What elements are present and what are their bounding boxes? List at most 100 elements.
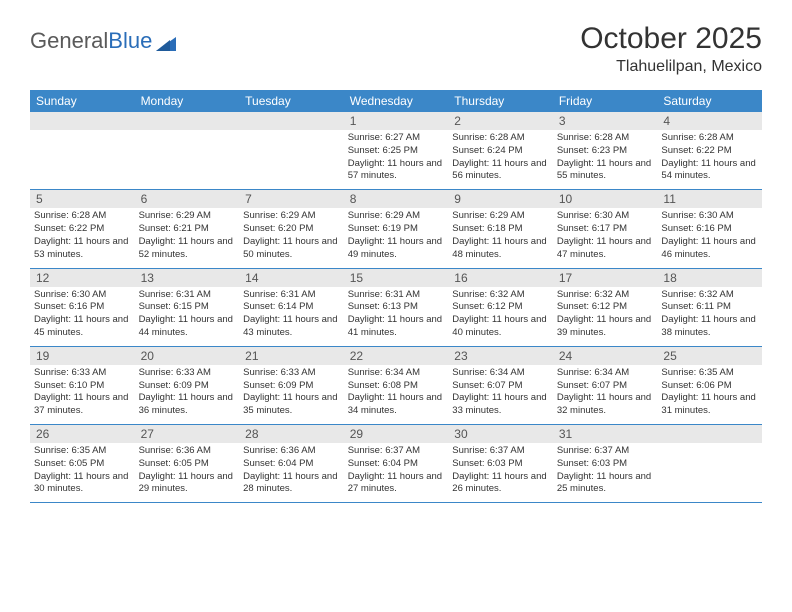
- day-cell: 8Sunrise: 6:29 AMSunset: 6:19 PMDaylight…: [344, 190, 449, 267]
- sunset: Sunset: 6:03 PM: [557, 458, 654, 471]
- sunset: Sunset: 6:15 PM: [139, 301, 236, 314]
- daylight: Daylight: 11 hours and 41 minutes.: [348, 314, 445, 340]
- sunset: Sunset: 6:10 PM: [34, 380, 131, 393]
- daylight: Daylight: 11 hours and 36 minutes.: [139, 392, 236, 418]
- day-info: Sunrise: 6:37 AMSunset: 6:03 PMDaylight:…: [553, 443, 658, 502]
- day-cell: 22Sunrise: 6:34 AMSunset: 6:08 PMDayligh…: [344, 347, 449, 424]
- day-cell: 19Sunrise: 6:33 AMSunset: 6:10 PMDayligh…: [30, 347, 135, 424]
- logo-text-blue: Blue: [108, 28, 152, 53]
- day-cell: 26Sunrise: 6:35 AMSunset: 6:05 PMDayligh…: [30, 425, 135, 502]
- week-row: 1Sunrise: 6:27 AMSunset: 6:25 PMDaylight…: [30, 112, 762, 190]
- day-info: [135, 130, 240, 188]
- daylight: Daylight: 11 hours and 49 minutes.: [348, 236, 445, 262]
- sunrise: Sunrise: 6:37 AM: [452, 445, 549, 458]
- day-cell: 29Sunrise: 6:37 AMSunset: 6:04 PMDayligh…: [344, 425, 449, 502]
- day-info: Sunrise: 6:36 AMSunset: 6:04 PMDaylight:…: [239, 443, 344, 502]
- sunrise: Sunrise: 6:30 AM: [34, 289, 131, 302]
- sunrise: Sunrise: 6:30 AM: [557, 210, 654, 223]
- daylight: Daylight: 11 hours and 47 minutes.: [557, 236, 654, 262]
- day-info: Sunrise: 6:37 AMSunset: 6:04 PMDaylight:…: [344, 443, 449, 502]
- day-info: Sunrise: 6:35 AMSunset: 6:05 PMDaylight:…: [30, 443, 135, 502]
- sunset: Sunset: 6:19 PM: [348, 223, 445, 236]
- day-info: [657, 443, 762, 501]
- day-number: 19: [30, 347, 135, 365]
- day-number: [30, 112, 135, 130]
- week-row: 12Sunrise: 6:30 AMSunset: 6:16 PMDayligh…: [30, 269, 762, 347]
- calendar: Sunday Monday Tuesday Wednesday Thursday…: [30, 90, 762, 503]
- sunset: Sunset: 6:16 PM: [661, 223, 758, 236]
- sunset: Sunset: 6:22 PM: [34, 223, 131, 236]
- day-number: 22: [344, 347, 449, 365]
- day-number: 30: [448, 425, 553, 443]
- calendar-page: GeneralBlue October 2025 Tlahuelilpan, M…: [0, 0, 792, 513]
- sunset: Sunset: 6:20 PM: [243, 223, 340, 236]
- day-cell: 27Sunrise: 6:36 AMSunset: 6:05 PMDayligh…: [135, 425, 240, 502]
- sunrise: Sunrise: 6:28 AM: [661, 132, 758, 145]
- day-info: Sunrise: 6:31 AMSunset: 6:15 PMDaylight:…: [135, 287, 240, 346]
- day-info: [30, 130, 135, 188]
- day-number: 6: [135, 190, 240, 208]
- daylight: Daylight: 11 hours and 27 minutes.: [348, 471, 445, 497]
- daylight: Daylight: 11 hours and 35 minutes.: [243, 392, 340, 418]
- day-number: 7: [239, 190, 344, 208]
- day-cell: 18Sunrise: 6:32 AMSunset: 6:11 PMDayligh…: [657, 269, 762, 346]
- daylight: Daylight: 11 hours and 37 minutes.: [34, 392, 131, 418]
- day-cell: 3Sunrise: 6:28 AMSunset: 6:23 PMDaylight…: [553, 112, 658, 189]
- daylight: Daylight: 11 hours and 48 minutes.: [452, 236, 549, 262]
- day-cell: 5Sunrise: 6:28 AMSunset: 6:22 PMDaylight…: [30, 190, 135, 267]
- day-cell: 13Sunrise: 6:31 AMSunset: 6:15 PMDayligh…: [135, 269, 240, 346]
- daylight: Daylight: 11 hours and 45 minutes.: [34, 314, 131, 340]
- day-number: 25: [657, 347, 762, 365]
- day-cell: 17Sunrise: 6:32 AMSunset: 6:12 PMDayligh…: [553, 269, 658, 346]
- day-info: Sunrise: 6:32 AMSunset: 6:12 PMDaylight:…: [553, 287, 658, 346]
- header: GeneralBlue October 2025 Tlahuelilpan, M…: [30, 22, 762, 76]
- day-info: Sunrise: 6:35 AMSunset: 6:06 PMDaylight:…: [657, 365, 762, 424]
- sunset: Sunset: 6:07 PM: [557, 380, 654, 393]
- week-row: 5Sunrise: 6:28 AMSunset: 6:22 PMDaylight…: [30, 190, 762, 268]
- day-cell: [135, 112, 240, 189]
- sunset: Sunset: 6:03 PM: [452, 458, 549, 471]
- day-number: 1: [344, 112, 449, 130]
- daylight: Daylight: 11 hours and 31 minutes.: [661, 392, 758, 418]
- daylight: Daylight: 11 hours and 38 minutes.: [661, 314, 758, 340]
- day-info: Sunrise: 6:37 AMSunset: 6:03 PMDaylight:…: [448, 443, 553, 502]
- day-info: Sunrise: 6:29 AMSunset: 6:18 PMDaylight:…: [448, 208, 553, 267]
- daylight: Daylight: 11 hours and 25 minutes.: [557, 471, 654, 497]
- day-info: Sunrise: 6:29 AMSunset: 6:21 PMDaylight:…: [135, 208, 240, 267]
- daylight: Daylight: 11 hours and 56 minutes.: [452, 158, 549, 184]
- daylight: Daylight: 11 hours and 26 minutes.: [452, 471, 549, 497]
- day-cell: 12Sunrise: 6:30 AMSunset: 6:16 PMDayligh…: [30, 269, 135, 346]
- sunrise: Sunrise: 6:37 AM: [348, 445, 445, 458]
- sunset: Sunset: 6:04 PM: [243, 458, 340, 471]
- sunrise: Sunrise: 6:32 AM: [557, 289, 654, 302]
- day-number: 27: [135, 425, 240, 443]
- day-header: Sunday: [30, 90, 135, 112]
- weeks-container: 1Sunrise: 6:27 AMSunset: 6:25 PMDaylight…: [30, 112, 762, 503]
- day-number: 14: [239, 269, 344, 287]
- day-number: 29: [344, 425, 449, 443]
- day-info: Sunrise: 6:32 AMSunset: 6:12 PMDaylight:…: [448, 287, 553, 346]
- sunset: Sunset: 6:04 PM: [348, 458, 445, 471]
- sunrise: Sunrise: 6:35 AM: [661, 367, 758, 380]
- day-number: 31: [553, 425, 658, 443]
- daylight: Daylight: 11 hours and 44 minutes.: [139, 314, 236, 340]
- day-cell: 7Sunrise: 6:29 AMSunset: 6:20 PMDaylight…: [239, 190, 344, 267]
- day-cell: 4Sunrise: 6:28 AMSunset: 6:22 PMDaylight…: [657, 112, 762, 189]
- sunrise: Sunrise: 6:28 AM: [34, 210, 131, 223]
- daylight: Daylight: 11 hours and 43 minutes.: [243, 314, 340, 340]
- day-number: 21: [239, 347, 344, 365]
- sunset: Sunset: 6:05 PM: [139, 458, 236, 471]
- daylight: Daylight: 11 hours and 30 minutes.: [34, 471, 131, 497]
- day-info: Sunrise: 6:29 AMSunset: 6:19 PMDaylight:…: [344, 208, 449, 267]
- day-info: Sunrise: 6:28 AMSunset: 6:22 PMDaylight:…: [30, 208, 135, 267]
- sunrise: Sunrise: 6:36 AM: [243, 445, 340, 458]
- sunset: Sunset: 6:09 PM: [243, 380, 340, 393]
- sunrise: Sunrise: 6:34 AM: [348, 367, 445, 380]
- daylight: Daylight: 11 hours and 28 minutes.: [243, 471, 340, 497]
- daylight: Daylight: 11 hours and 54 minutes.: [661, 158, 758, 184]
- day-cell: 6Sunrise: 6:29 AMSunset: 6:21 PMDaylight…: [135, 190, 240, 267]
- sunrise: Sunrise: 6:33 AM: [139, 367, 236, 380]
- daylight: Daylight: 11 hours and 46 minutes.: [661, 236, 758, 262]
- daylight: Daylight: 11 hours and 50 minutes.: [243, 236, 340, 262]
- day-info: Sunrise: 6:33 AMSunset: 6:09 PMDaylight:…: [135, 365, 240, 424]
